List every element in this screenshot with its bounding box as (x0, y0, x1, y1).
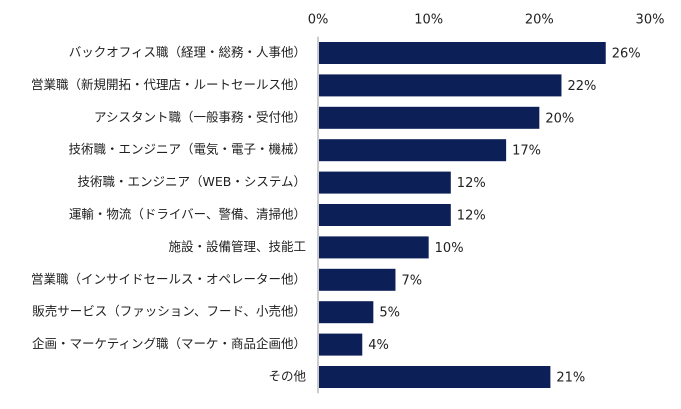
bar (319, 236, 429, 259)
x-axis-ticks: 0% 10% 20% 30% (308, 13, 665, 28)
bar (319, 268, 396, 291)
data-label: 26% (612, 47, 641, 62)
bar (319, 42, 606, 64)
bar (319, 74, 562, 97)
bar (319, 139, 507, 162)
bars (319, 42, 606, 388)
bar (319, 333, 363, 356)
category-label: 営業職（新規開拓・代理店・ルートセールス他） (31, 77, 306, 92)
data-label: 22% (567, 79, 596, 94)
category-label: 技術職・エンジニア（電気・電子・機械） (68, 142, 306, 157)
data-label: 12% (457, 209, 486, 224)
data-label: 7% (401, 273, 422, 288)
bar (319, 366, 551, 388)
bar (319, 301, 374, 324)
category-label: バックオフィス職（経理・総務・人事他） (69, 45, 306, 60)
x-tick-label: 30% (636, 13, 665, 28)
data-label: 20% (545, 111, 574, 126)
bar (319, 106, 540, 129)
data-label: 12% (457, 176, 486, 191)
category-label: 技術職・エンジニア（WEB・システム） (78, 174, 306, 189)
data-label: 21% (556, 371, 585, 386)
category-label: 施設・設備管理、技能工 (168, 239, 306, 254)
data-label: 17% (512, 144, 541, 159)
category-label: その他 (268, 369, 306, 384)
category-label: 販売サービス（ファッション、フード、小売他） (32, 304, 306, 319)
bar (319, 171, 451, 194)
category-label: 運輸・物流（ドライバー、警備、清掃他） (69, 207, 306, 222)
x-tick-label: 0% (308, 13, 329, 28)
category-label: 営業職（インサイドセールス・オペレーター他） (31, 271, 306, 286)
category-labels: バックオフィス職（経理・総務・人事他） 営業職（新規開拓・代理店・ルートセールス他… (31, 45, 307, 384)
bar (319, 204, 451, 226)
data-label: 4% (368, 338, 389, 353)
category-label: アシスタント職（一般事務・受付他） (94, 109, 306, 124)
x-tick-label: 10% (414, 13, 443, 28)
data-label: 10% (435, 241, 464, 256)
x-tick-label: 20% (525, 13, 554, 28)
category-label: 企画・マーケティング職（マーケ・商品企画他） (32, 336, 306, 351)
data-label: 5% (379, 306, 400, 321)
value-labels: 26% 22% 20% 17% 12% 12% 10% 7% 5% 4% 21% (368, 47, 640, 386)
